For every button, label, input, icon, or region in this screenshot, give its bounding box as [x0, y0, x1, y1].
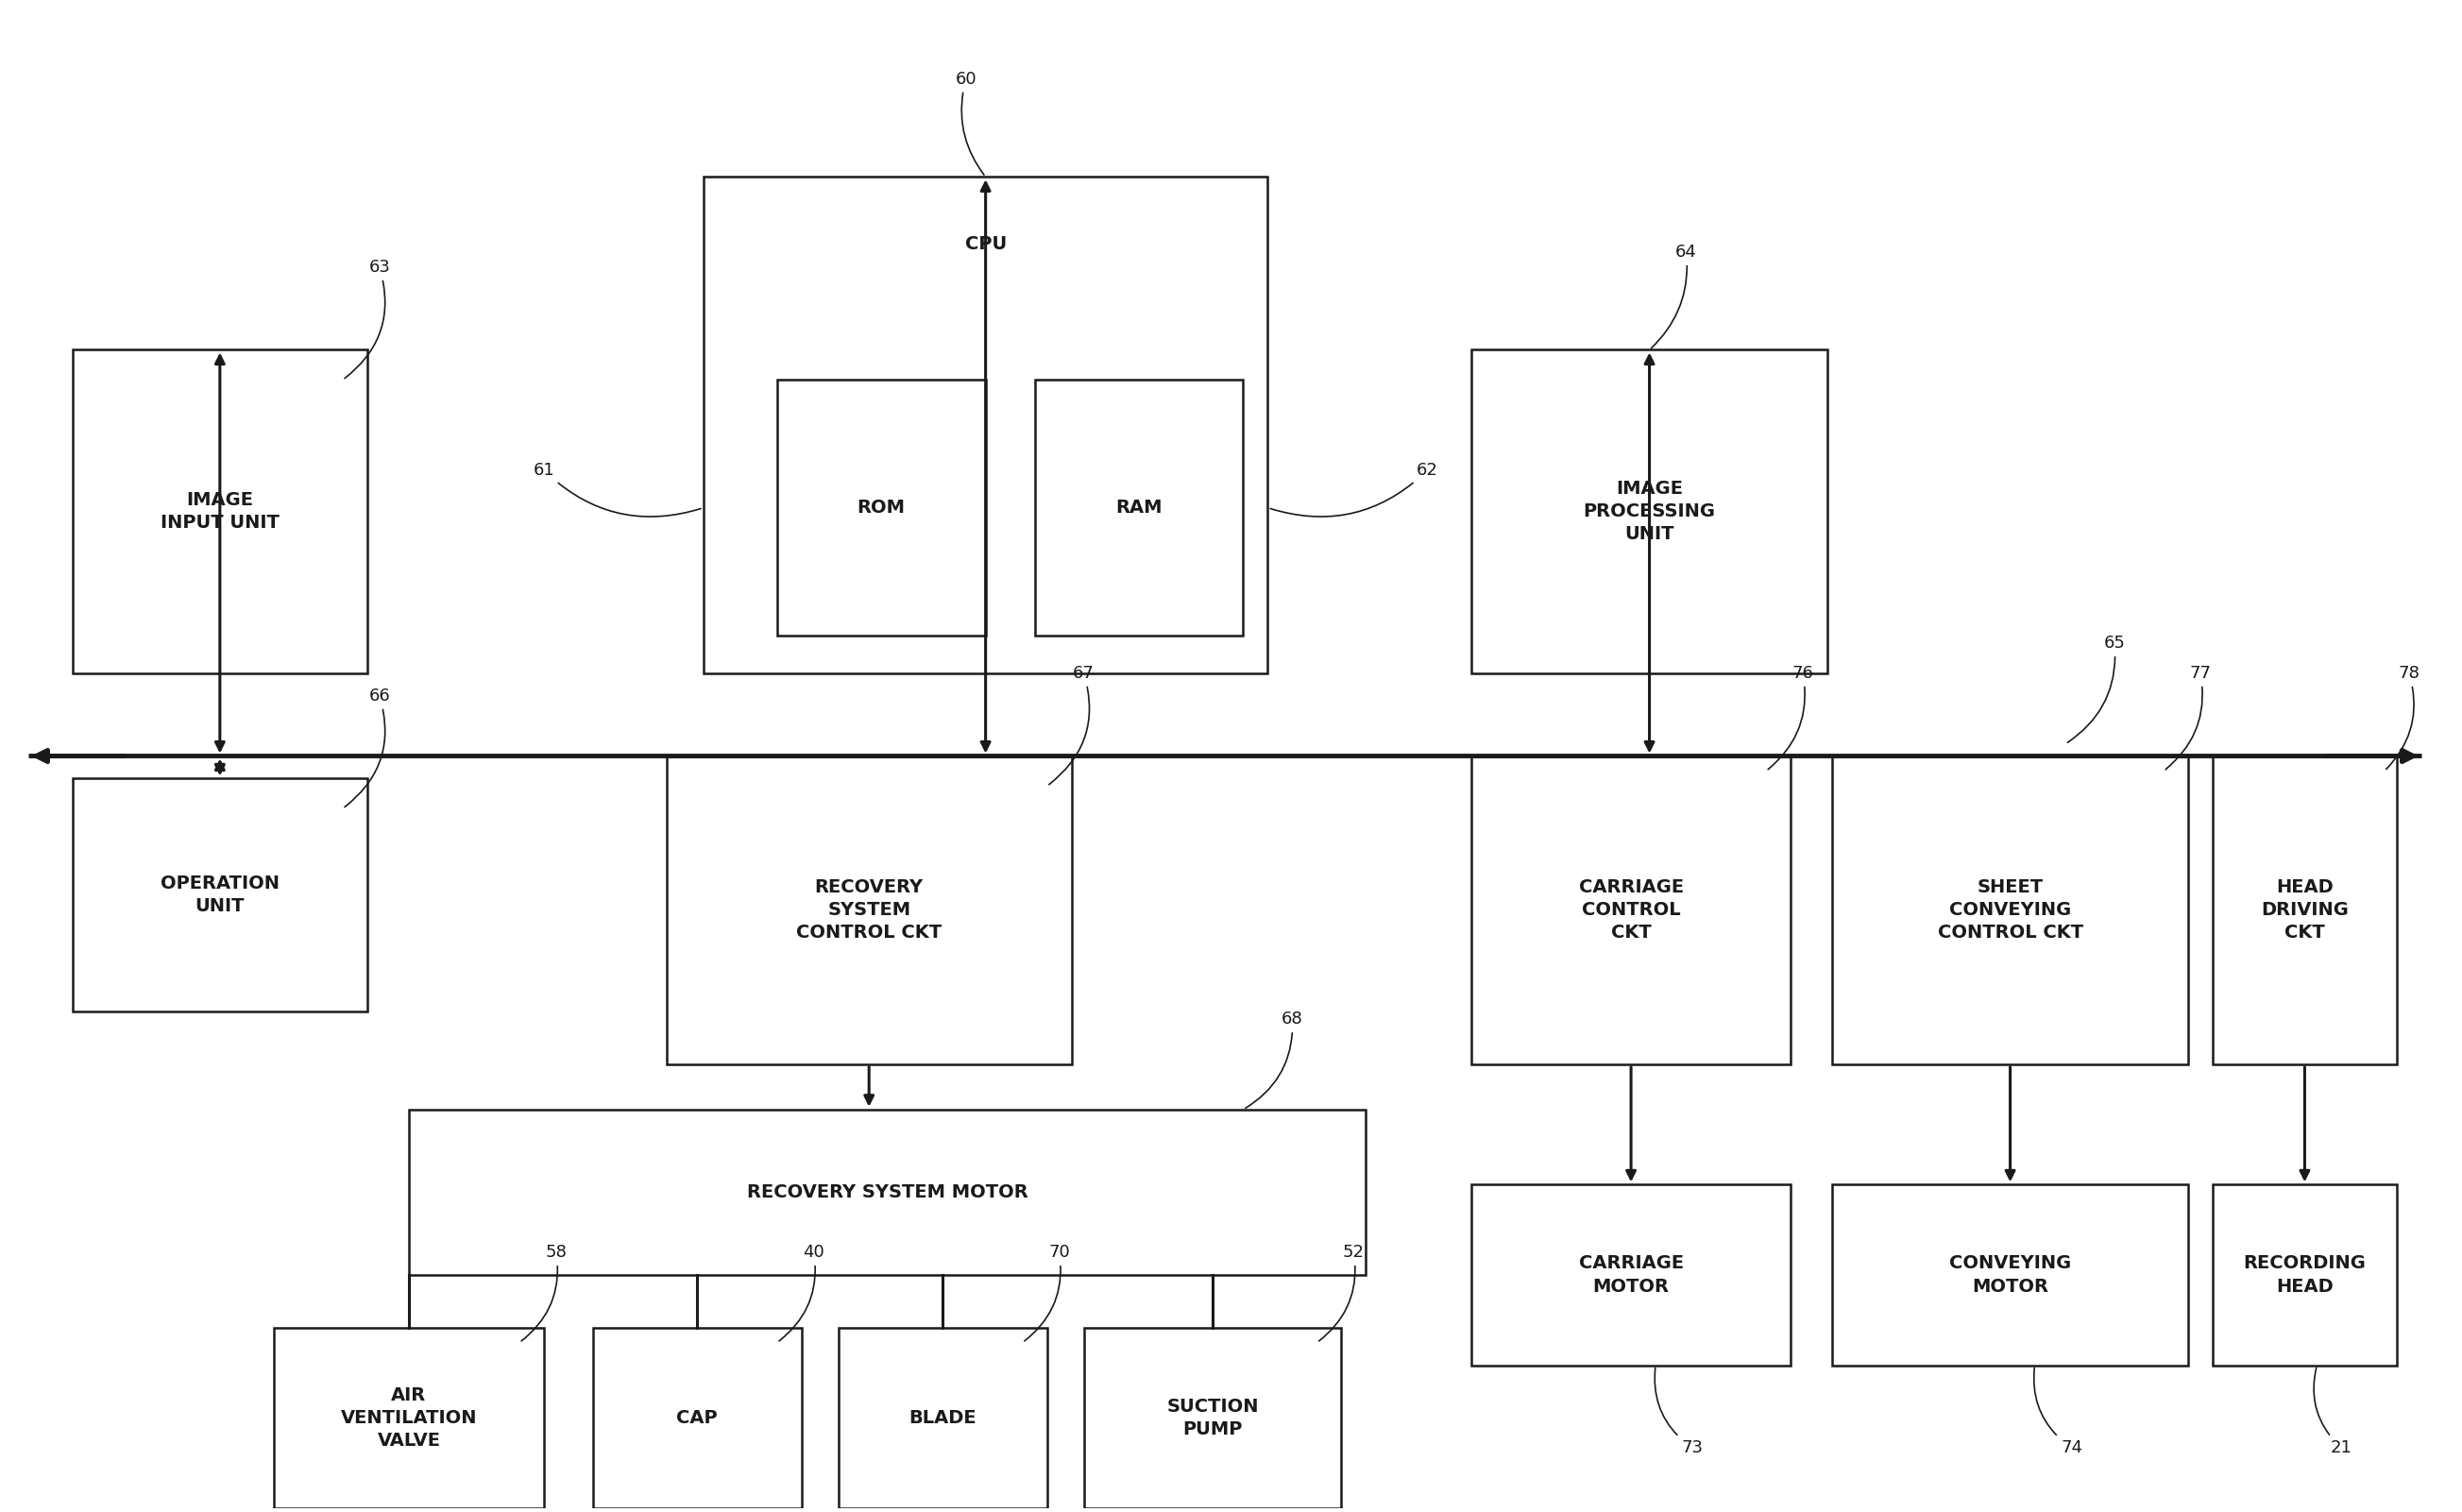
- Bar: [840, 1328, 1046, 1507]
- Text: CPU: CPU: [965, 236, 1007, 254]
- Text: CARRIAGE
CONTROL
CKT: CARRIAGE CONTROL CKT: [1578, 878, 1684, 942]
- Bar: [1472, 349, 1827, 673]
- Text: 76: 76: [1768, 665, 1814, 770]
- Text: IMAGE
INPUT UNIT: IMAGE INPUT UNIT: [160, 491, 278, 532]
- Text: 65: 65: [2068, 635, 2125, 742]
- Text: BLADE: BLADE: [908, 1409, 977, 1427]
- Bar: [1472, 1185, 1790, 1365]
- Text: 40: 40: [778, 1244, 825, 1341]
- Bar: [1832, 1185, 2189, 1365]
- Text: 52: 52: [1320, 1244, 1364, 1341]
- Bar: [1083, 1328, 1342, 1507]
- Bar: [704, 177, 1268, 673]
- Bar: [2213, 756, 2396, 1064]
- Text: 67: 67: [1049, 665, 1096, 785]
- Bar: [778, 380, 985, 635]
- Text: 70: 70: [1024, 1244, 1071, 1341]
- Text: OPERATION
UNIT: OPERATION UNIT: [160, 875, 278, 916]
- Text: 62: 62: [1270, 461, 1438, 517]
- Bar: [409, 1110, 1366, 1275]
- Text: RAM: RAM: [1115, 499, 1162, 517]
- Bar: [2213, 1185, 2396, 1365]
- Text: 58: 58: [522, 1244, 566, 1341]
- Bar: [1034, 380, 1243, 635]
- Text: AIR
VENTILATION
VALVE: AIR VENTILATION VALVE: [340, 1387, 478, 1450]
- Text: CAP: CAP: [677, 1409, 719, 1427]
- Bar: [1472, 756, 1790, 1064]
- Text: 21: 21: [2314, 1368, 2351, 1456]
- Text: 77: 77: [2167, 665, 2211, 770]
- Text: RECORDING
HEAD: RECORDING HEAD: [2243, 1255, 2366, 1296]
- Bar: [273, 1328, 544, 1507]
- Text: 66: 66: [345, 688, 389, 807]
- Text: 78: 78: [2386, 665, 2420, 770]
- Text: SUCTION
PUMP: SUCTION PUMP: [1167, 1397, 1258, 1438]
- Text: 74: 74: [2034, 1368, 2083, 1456]
- Text: HEAD
DRIVING
CKT: HEAD DRIVING CKT: [2260, 878, 2349, 942]
- Text: ROM: ROM: [857, 499, 906, 517]
- Bar: [74, 349, 367, 673]
- Bar: [667, 756, 1071, 1064]
- Text: 64: 64: [1652, 243, 1696, 348]
- Text: 63: 63: [345, 259, 389, 378]
- Text: SHEET
CONVEYING
CONTROL CKT: SHEET CONVEYING CONTROL CKT: [1938, 878, 2083, 942]
- Text: IMAGE
PROCESSING
UNIT: IMAGE PROCESSING UNIT: [1583, 479, 1716, 543]
- Bar: [593, 1328, 803, 1507]
- Text: 68: 68: [1246, 1010, 1302, 1108]
- Text: RECOVERY
SYSTEM
CONTROL CKT: RECOVERY SYSTEM CONTROL CKT: [795, 878, 943, 942]
- Text: 60: 60: [955, 71, 985, 175]
- Text: RECOVERY SYSTEM MOTOR: RECOVERY SYSTEM MOTOR: [746, 1184, 1029, 1201]
- Text: CARRIAGE
MOTOR: CARRIAGE MOTOR: [1578, 1255, 1684, 1296]
- Bar: [1832, 756, 2189, 1064]
- Bar: [74, 779, 367, 1012]
- Text: CONVEYING
MOTOR: CONVEYING MOTOR: [1950, 1255, 2071, 1296]
- Text: 61: 61: [534, 461, 702, 517]
- Text: 73: 73: [1654, 1368, 1704, 1456]
